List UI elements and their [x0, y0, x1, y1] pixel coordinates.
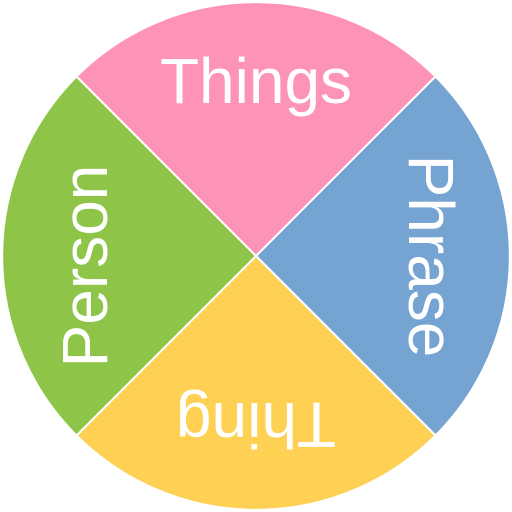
segment-phrase-wedge[interactable] — [254, 75, 511, 437]
wheel-segment-things[interactable]: Things — [75, 1, 437, 258]
segment-thing-label: Thing — [176, 389, 336, 461]
segment-person-wedge[interactable] — [1, 75, 258, 437]
segment-things-label: Things — [160, 45, 352, 117]
wheel-segment-thing[interactable]: Thing — [75, 254, 437, 511]
wheel-segment-phrase[interactable]: Phrase — [254, 75, 511, 437]
segment-person-label: Person — [49, 165, 121, 368]
segment-thing-wedge[interactable] — [75, 254, 437, 511]
wheel-segment-person[interactable]: Person — [1, 75, 258, 437]
segment-things-wedge[interactable] — [75, 1, 437, 258]
segment-phrase-label: Phrase — [395, 155, 467, 358]
